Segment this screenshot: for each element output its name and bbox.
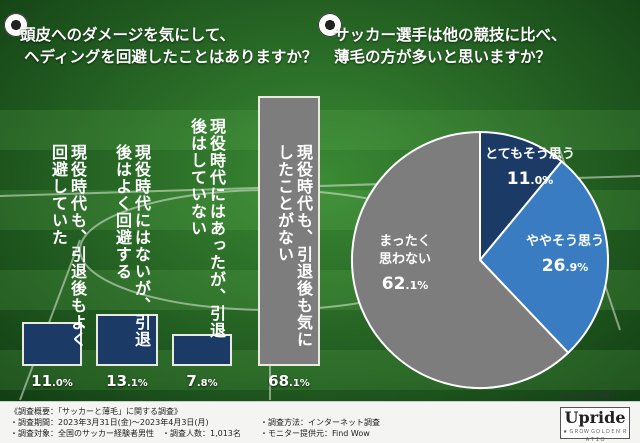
title-line: サッカー選手は他の競技に比べ、: [334, 26, 567, 44]
survey-footer: 《調査概要：「サッカーと薄毛」に関する調査》 ・調査期間：2023年3月31日(…: [0, 401, 640, 443]
bar-value-label: 68.1%: [268, 372, 310, 390]
upride-logo: Upride ★ ＧＲＯＷ ＧＯＬＤＥＮ ＲＡＴＩＯ: [560, 407, 630, 443]
bar: [22, 322, 82, 366]
footer-method: ・調査方法：インターネット調査: [260, 418, 380, 427]
pie-category-label: 思わない: [379, 252, 431, 267]
sample-size-note: (n=1,013名): [560, 391, 616, 401]
bar: [172, 334, 232, 366]
title-line: 頭皮へのダメージを気にして、: [20, 26, 235, 44]
bar-category-label: 現役時代も、引退後もよく回避していた: [49, 144, 87, 348]
pie-slice: [351, 130, 570, 389]
title-line: 薄毛の方が多いと思いますか？: [334, 48, 552, 66]
pie-slice: [478, 159, 609, 355]
pie-category-label: まったく: [379, 234, 430, 249]
pie-value-label: 62.1%: [382, 274, 429, 294]
bar: [258, 96, 320, 366]
bar-category-label: 現役時代にはないが、引退後はよく回避する: [113, 144, 151, 348]
pie-value-label: 11.0%: [507, 169, 554, 189]
bar-value-label: 11.0%: [31, 372, 73, 390]
footer-survey-title: 《調査概要：「サッカーと薄毛」に関する調査》: [10, 407, 182, 416]
bar-category-label: 現役時代にはあったが、引退後はしていない: [188, 118, 226, 339]
bar-value-label: 7.8%: [186, 372, 218, 390]
footer-provider: ・モニター提供元：Find Wow: [260, 429, 370, 438]
pie-slice: [479, 130, 563, 263]
bar: [96, 314, 158, 366]
question-title-hair: サッカー選手は他の競技に比べ、 薄毛の方が多いと思いますか？: [334, 24, 634, 68]
bar-category-label: 現役時代も、引退後も気にしたことがない: [275, 144, 313, 348]
pie-category-label: とてもそう思う: [485, 147, 575, 162]
soccer-ball-icon: [4, 13, 28, 37]
pie-value-label: 26.9%: [542, 256, 589, 276]
pie-category-label: ややそう思う: [526, 234, 604, 249]
question-title-heading: 頭皮へのダメージを気にして、 ヘディングを回避したことはありますか？: [20, 24, 320, 68]
soccer-ball-icon: [318, 13, 342, 37]
title-line: ヘディングを回避したことはありますか？: [24, 48, 318, 66]
footer-target: ・調査対象：全国のサッカー経験者男性 ・調査人数：1,013名: [10, 429, 241, 438]
footer-period: ・調査期間：2023年3月31日(金)〜2023年4月3日(月): [10, 418, 209, 427]
bar-value-label: 13.1%: [106, 372, 148, 390]
